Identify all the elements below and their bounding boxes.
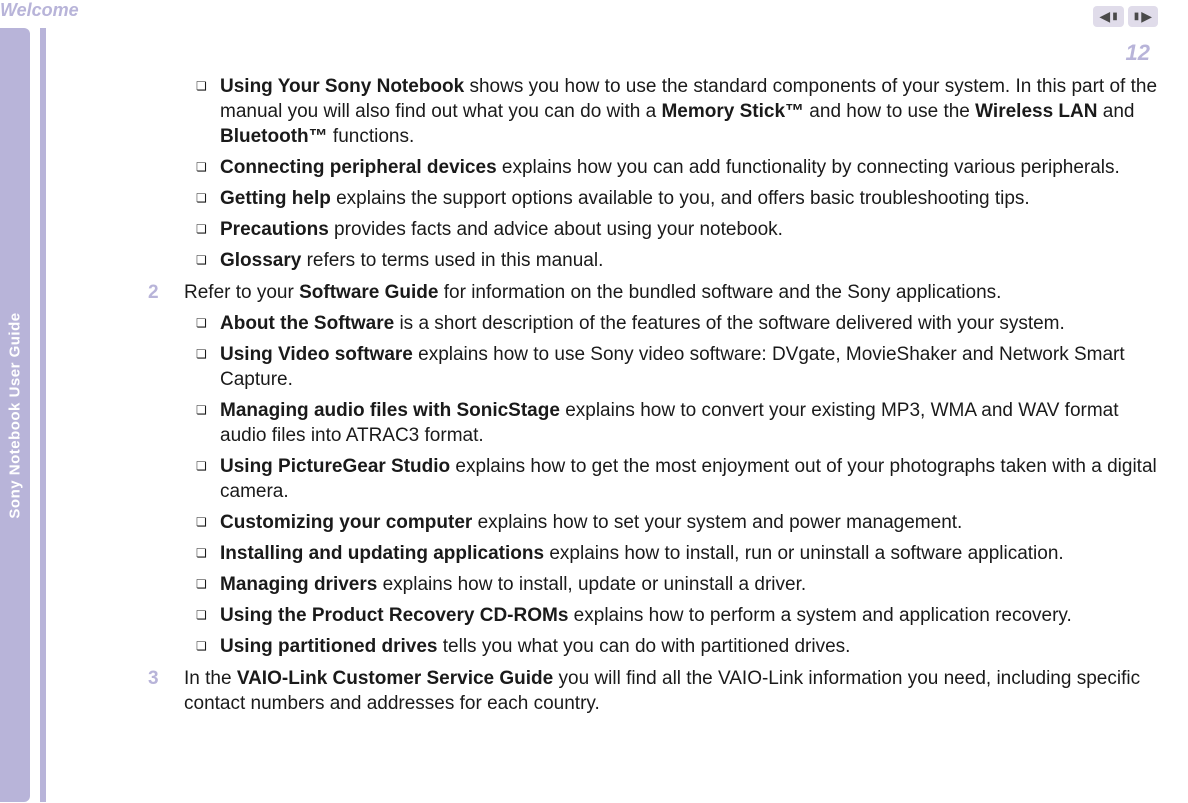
- vertical-divider: [40, 28, 46, 802]
- list-item: ❏ Managing drivers explains how to insta…: [148, 572, 1168, 597]
- bullet-icon: ❏: [196, 155, 220, 180]
- list-item: ❏ Getting help explains the support opti…: [148, 186, 1168, 211]
- triangle-right-icon: ▶: [1141, 8, 1152, 25]
- section-header: Welcome: [0, 0, 79, 21]
- list-item: ❏ Connecting peripheral devices explains…: [148, 155, 1168, 180]
- list-item: ❏ Glossary refers to terms used in this …: [148, 248, 1168, 273]
- list-item: ❏ Using the Product Recovery CD-ROMs exp…: [148, 603, 1168, 628]
- list-item-text: Managing drivers explains how to install…: [220, 572, 1168, 597]
- bullet-icon: ❏: [196, 572, 220, 597]
- list-item: ❏ Precautions provides facts and advice …: [148, 217, 1168, 242]
- number-marker: 3: [148, 666, 184, 716]
- bar-icon: ▮: [1134, 11, 1140, 22]
- bullet-icon: ❏: [196, 74, 220, 149]
- page-content: ❏ Using Your Sony Notebook shows you how…: [148, 74, 1168, 722]
- list-item: ❏ Using Video software explains how to u…: [148, 342, 1168, 392]
- list-item: ❏ About the Software is a short descript…: [148, 311, 1168, 336]
- list-item-text: Connecting peripheral devices explains h…: [220, 155, 1168, 180]
- bullet-icon: ❏: [196, 398, 220, 448]
- number-marker: 2: [148, 280, 184, 305]
- list-item-text: Customizing your computer explains how t…: [220, 510, 1168, 535]
- page-number: 12: [1126, 40, 1150, 66]
- list-item: ❏ Installing and updating applications e…: [148, 541, 1168, 566]
- list-item-text: Managing audio files with SonicStage exp…: [220, 398, 1168, 448]
- list-item-text: Installing and updating applications exp…: [220, 541, 1168, 566]
- list-item-text: Getting help explains the support option…: [220, 186, 1168, 211]
- side-tab: Sony Notebook User Guide: [0, 28, 30, 802]
- nav-next-button[interactable]: ▮ ▶: [1128, 6, 1158, 27]
- bullet-icon: ❏: [196, 541, 220, 566]
- numbered-item: 2 Refer to your Software Guide for infor…: [148, 280, 1168, 305]
- list-item-text: Using the Product Recovery CD-ROMs expla…: [220, 603, 1168, 628]
- triangle-left-icon: ◀: [1099, 8, 1110, 25]
- bullet-icon: ❏: [196, 217, 220, 242]
- list-item: ❏ Customizing your computer explains how…: [148, 510, 1168, 535]
- bullet-icon: ❏: [196, 311, 220, 336]
- bullet-icon: ❏: [196, 510, 220, 535]
- list-item-text: Using PictureGear Studio explains how to…: [220, 454, 1168, 504]
- list-item-text: Using Your Sony Notebook shows you how t…: [220, 74, 1168, 149]
- list-item: ❏ Using PictureGear Studio explains how …: [148, 454, 1168, 504]
- bullet-icon: ❏: [196, 603, 220, 628]
- nav-prev-button[interactable]: ◀ ▮: [1093, 6, 1123, 27]
- numbered-item: 3 In the VAIO-Link Customer Service Guid…: [148, 666, 1168, 716]
- bullet-icon: ❏: [196, 248, 220, 273]
- bullet-icon: ❏: [196, 454, 220, 504]
- list-item-text: About the Software is a short descriptio…: [220, 311, 1168, 336]
- list-item-text: Using partitioned drives tells you what …: [220, 634, 1168, 659]
- numbered-item-text: In the VAIO-Link Customer Service Guide …: [184, 666, 1168, 716]
- list-item-text: Using Video software explains how to use…: [220, 342, 1168, 392]
- bullet-icon: ❏: [196, 634, 220, 659]
- list-item-text: Glossary refers to terms used in this ma…: [220, 248, 1168, 273]
- bar-icon: ▮: [1112, 11, 1118, 22]
- numbered-item-text: Refer to your Software Guide for informa…: [184, 280, 1168, 305]
- list-item-text: Precautions provides facts and advice ab…: [220, 217, 1168, 242]
- nav-controls: ◀ ▮ ▮ ▶: [1093, 6, 1158, 27]
- list-item: ❏ Using Your Sony Notebook shows you how…: [148, 74, 1168, 149]
- bullet-icon: ❏: [196, 186, 220, 211]
- list-item: ❏ Using partitioned drives tells you wha…: [148, 634, 1168, 659]
- bullet-icon: ❏: [196, 342, 220, 392]
- side-tab-label: Sony Notebook User Guide: [7, 312, 24, 518]
- list-item: ❏ Managing audio files with SonicStage e…: [148, 398, 1168, 448]
